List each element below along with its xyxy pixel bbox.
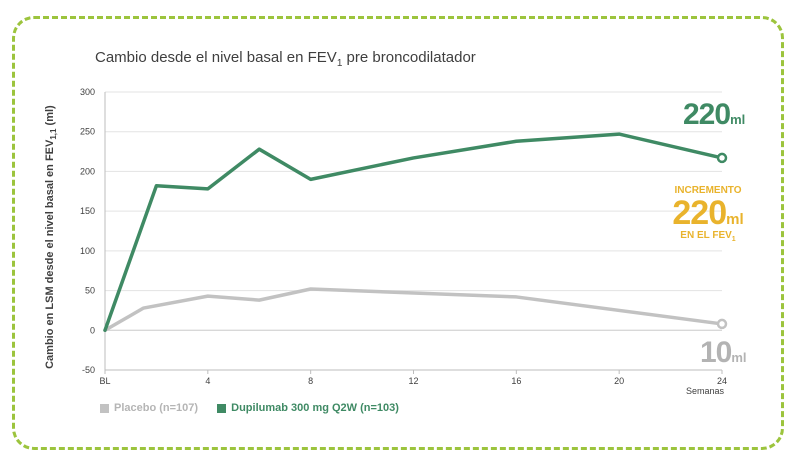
- y-tick-label: 250: [80, 127, 95, 137]
- y-tick-label: 0: [90, 325, 95, 335]
- y-tick-label: 50: [85, 286, 95, 296]
- legend-item-placebo: Placebo (n=107): [100, 402, 198, 414]
- legend-label-dupilumab: Dupilumab 300 mg Q2W (n=103): [231, 402, 399, 414]
- dupilumab-line: [103, 132, 724, 333]
- placebo-end-marker: [716, 318, 728, 330]
- legend: Placebo (n=107) Dupilumab 300 mg Q2W (n=…: [100, 402, 415, 416]
- placebo-line: [103, 287, 724, 333]
- legend-item-dupilumab: Dupilumab 300 mg Q2W (n=103): [217, 402, 399, 414]
- dupilumab-end-label: 220ml: [683, 98, 746, 131]
- y-tick-label: 300: [80, 87, 95, 97]
- legend-swatch-placebo: [100, 403, 109, 413]
- x-tick-label: 8: [308, 376, 313, 386]
- x-tick-label: 20: [614, 376, 624, 386]
- chart-title: Cambio desde el nivel basal en FEV1 pre …: [95, 49, 476, 69]
- increment-callout: INCREMENTO 220ml EN EL FEV1: [666, 185, 750, 243]
- y-tick-label: 200: [80, 166, 95, 176]
- chart-frame: [12, 16, 784, 450]
- y-tick-label: 100: [80, 246, 95, 256]
- x-tick-label: 16: [511, 376, 521, 386]
- legend-label-placebo: Placebo (n=107): [114, 402, 199, 414]
- y-tick-label: 150: [80, 206, 95, 216]
- x-tick-label: BL: [99, 376, 110, 386]
- x-axis-label: Semanas: [686, 386, 725, 396]
- increment-line3: EN EL FEV1: [680, 230, 736, 243]
- x-tick-label: 24: [717, 376, 727, 386]
- dupilumab-end-marker: [716, 152, 728, 164]
- x-tick-label: 4: [205, 376, 210, 386]
- legend-swatch-dupilumab: [217, 403, 227, 413]
- increment-value: 220ml: [672, 194, 744, 232]
- y-tick-label: -50: [82, 365, 95, 375]
- x-tick-label: 12: [408, 376, 418, 386]
- placebo-end-label: 10ml: [700, 336, 747, 369]
- increment-line1: INCREMENTO: [674, 185, 742, 196]
